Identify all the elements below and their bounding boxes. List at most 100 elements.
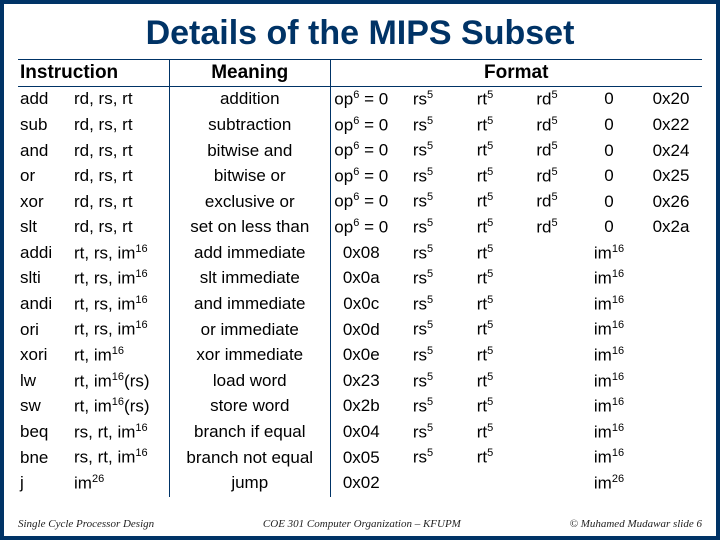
cell-format: rs5	[392, 189, 454, 215]
cell-format	[640, 471, 702, 497]
cell-format	[640, 343, 702, 369]
cell-mnemonic: slti	[18, 266, 72, 292]
cell-format	[640, 266, 702, 292]
cell-mnemonic: xor	[18, 189, 72, 215]
cell-format: rs5	[392, 369, 454, 395]
cell-format: rt5	[454, 420, 516, 446]
cell-operands: rt, im16(rs)	[72, 369, 170, 395]
cell-format: im16	[578, 445, 640, 471]
cell-format	[516, 394, 578, 420]
cell-operands: rt, rs, im16	[72, 317, 170, 343]
table-row: andrd, rs, rtbitwise andop6 = 0rs5rt5rd5…	[18, 138, 702, 164]
cell-operands: rd, rs, rt	[72, 215, 170, 241]
cell-format: rt5	[454, 343, 516, 369]
cell-format: rs5	[392, 343, 454, 369]
slide-title: Details of the MIPS Subset	[18, 14, 702, 53]
table-row: swrt, im16(rs)store word0x2brs5rt5im16	[18, 394, 702, 420]
cell-mnemonic: sw	[18, 394, 72, 420]
table-row: sltirt, rs, im16slt immediate0x0ars5rt5i…	[18, 266, 702, 292]
table-row: addrd, rs, rtadditionop6 = 0rs5rt5rd500x…	[18, 87, 702, 113]
cell-format: 0x2a	[640, 215, 702, 241]
cell-format: 0x25	[640, 164, 702, 190]
cell-format: rd5	[516, 189, 578, 215]
cell-mnemonic: bne	[18, 445, 72, 471]
header-meaning: Meaning	[170, 60, 330, 87]
cell-meaning: jump	[170, 471, 330, 497]
cell-format: im16	[578, 241, 640, 267]
cell-meaning: branch if equal	[170, 420, 330, 446]
cell-format: 0	[578, 215, 640, 241]
cell-format: 0x26	[640, 189, 702, 215]
table-row: sltrd, rs, rtset on less thanop6 = 0rs5r…	[18, 215, 702, 241]
cell-meaning: add immediate	[170, 241, 330, 267]
cell-format: rs5	[392, 241, 454, 267]
cell-meaning: slt immediate	[170, 266, 330, 292]
cell-format: rt5	[454, 266, 516, 292]
cell-format: op6 = 0	[330, 215, 392, 241]
header-format: Format	[330, 60, 702, 87]
cell-format: rs5	[392, 292, 454, 318]
cell-format: rd5	[516, 164, 578, 190]
cell-mnemonic: xori	[18, 343, 72, 369]
cell-format: rs5	[392, 266, 454, 292]
cell-format: im16	[578, 343, 640, 369]
cell-operands: rd, rs, rt	[72, 138, 170, 164]
cell-mnemonic: slt	[18, 215, 72, 241]
cell-format	[516, 445, 578, 471]
cell-format: rt5	[454, 138, 516, 164]
cell-format: 0x02	[330, 471, 392, 497]
cell-format	[516, 266, 578, 292]
cell-format: 0x22	[640, 113, 702, 139]
cell-meaning: or immediate	[170, 317, 330, 343]
cell-meaning: xor immediate	[170, 343, 330, 369]
cell-format: 0	[578, 189, 640, 215]
cell-format: 0x05	[330, 445, 392, 471]
cell-mnemonic: beq	[18, 420, 72, 446]
cell-meaning: bitwise or	[170, 164, 330, 190]
table-header: Instruction Meaning Format	[18, 60, 702, 87]
cell-meaning: load word	[170, 369, 330, 395]
cell-format: rt5	[454, 215, 516, 241]
cell-format: 0x0a	[330, 266, 392, 292]
cell-mnemonic: ori	[18, 317, 72, 343]
cell-meaning: addition	[170, 87, 330, 113]
cell-format: op6 = 0	[330, 87, 392, 113]
header-instruction: Instruction	[18, 60, 170, 87]
footer-right: © Muhamed Mudawar slide 6	[570, 518, 702, 530]
cell-format: rs5	[392, 164, 454, 190]
cell-format	[640, 420, 702, 446]
cell-format: rs5	[392, 87, 454, 113]
cell-format: 0x0c	[330, 292, 392, 318]
cell-mnemonic: sub	[18, 113, 72, 139]
cell-operands: rd, rs, rt	[72, 164, 170, 190]
cell-operands: rt, im16	[72, 343, 170, 369]
cell-operands: rd, rs, rt	[72, 113, 170, 139]
cell-operands: rt, rs, im16	[72, 292, 170, 318]
cell-meaning: branch not equal	[170, 445, 330, 471]
cell-operands: rt, im16(rs)	[72, 394, 170, 420]
cell-format	[516, 317, 578, 343]
cell-meaning: store word	[170, 394, 330, 420]
footer-left: Single Cycle Processor Design	[18, 518, 154, 530]
table-row: subrd, rs, rtsubtractionop6 = 0rs5rt5rd5…	[18, 113, 702, 139]
cell-format: rt5	[454, 241, 516, 267]
cell-format: rs5	[392, 113, 454, 139]
cell-format: rt5	[454, 445, 516, 471]
cell-format: rt5	[454, 394, 516, 420]
cell-format: rt5	[454, 292, 516, 318]
cell-format: rs5	[392, 215, 454, 241]
cell-meaning: and immediate	[170, 292, 330, 318]
table-row: bners, rt, im16branch not equal0x05rs5rt…	[18, 445, 702, 471]
cell-mnemonic: and	[18, 138, 72, 164]
cell-meaning: exclusive or	[170, 189, 330, 215]
cell-mnemonic: add	[18, 87, 72, 113]
cell-format: 0	[578, 164, 640, 190]
cell-format: 0x20	[640, 87, 702, 113]
cell-format	[516, 343, 578, 369]
footer-center: COE 301 Computer Organization – KFUPM	[263, 518, 461, 530]
cell-format	[640, 241, 702, 267]
cell-format: 0x04	[330, 420, 392, 446]
table-row: xorrd, rs, rtexclusive orop6 = 0rs5rt5rd…	[18, 189, 702, 215]
cell-format: rd5	[516, 87, 578, 113]
cell-operands: rd, rs, rt	[72, 189, 170, 215]
